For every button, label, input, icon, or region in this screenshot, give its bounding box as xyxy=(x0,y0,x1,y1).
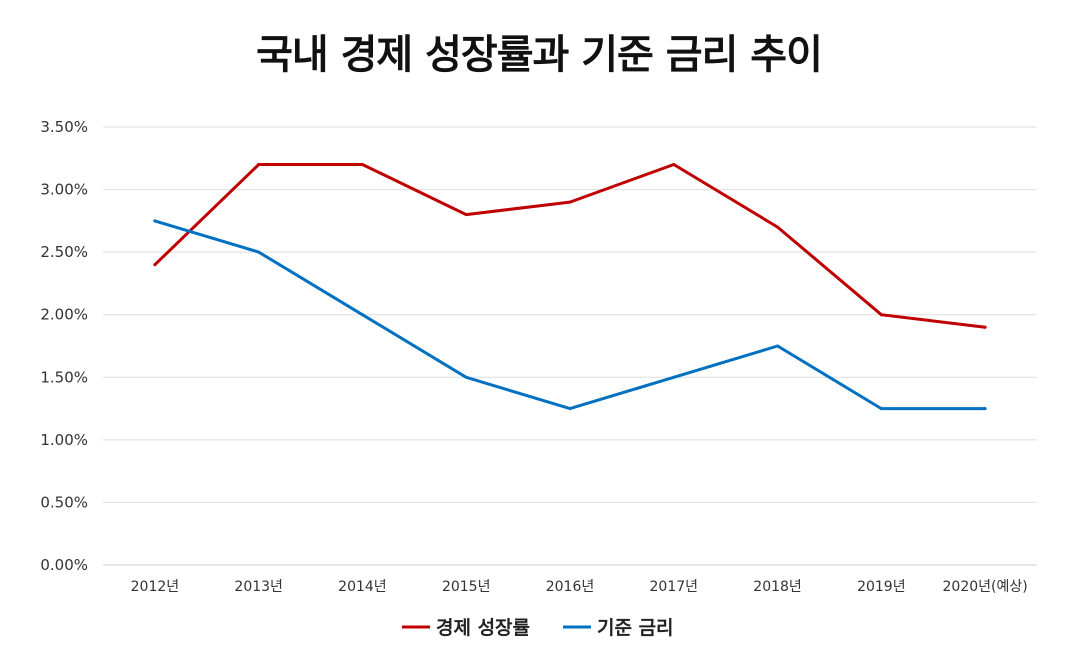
data-point xyxy=(776,225,780,229)
data-point xyxy=(360,163,364,167)
x-tick-label: 2020년(예상) xyxy=(943,579,1028,595)
data-point xyxy=(672,163,676,167)
data-point xyxy=(879,313,883,317)
data-point xyxy=(568,407,572,411)
x-tick-label: 2018년 xyxy=(753,579,802,595)
data-point xyxy=(153,219,157,223)
data-point xyxy=(879,407,883,411)
legend-label-1: 경제 성장률 xyxy=(436,617,530,639)
data-point xyxy=(776,344,780,348)
series-line-1 xyxy=(153,163,987,329)
data-point xyxy=(257,163,261,167)
gridlines xyxy=(103,126,1037,566)
data-point xyxy=(360,313,364,317)
data-point xyxy=(153,263,157,267)
data-point xyxy=(983,325,987,329)
y-tick-label: 3.50% xyxy=(40,118,88,136)
y-tick-label: 1.50% xyxy=(40,368,88,386)
x-tick-label: 2015년 xyxy=(442,579,491,595)
y-tick-label: 2.00% xyxy=(40,306,88,324)
x-tick-label: 2016년 xyxy=(546,579,595,595)
x-tick-label: 2019년 xyxy=(857,579,906,595)
chart-title: 국내 경제 성장률과 기준 금리 추이 xyxy=(256,32,823,78)
y-tick-label: 0.00% xyxy=(40,556,88,574)
legend: 경제 성장률 기준 금리 xyxy=(402,617,674,639)
y-tick-label: 3.00% xyxy=(40,181,88,199)
data-point xyxy=(672,375,676,379)
x-axis-ticks: 2012년 2013년 2014년 2015년 2016년 2017년 2018년 2019년… xyxy=(131,579,1028,595)
series-lines xyxy=(153,163,987,411)
y-tick-label: 2.50% xyxy=(40,243,88,261)
x-tick-label: 2012년 xyxy=(131,579,180,595)
data-point xyxy=(464,375,468,379)
data-point xyxy=(983,407,987,411)
x-tick-label: 2014년 xyxy=(338,579,387,595)
data-point xyxy=(464,213,468,217)
y-tick-label: 1.00% xyxy=(40,431,88,449)
x-tick-label: 2017년 xyxy=(650,579,699,595)
y-tick-label: 0.50% xyxy=(40,493,88,511)
data-point xyxy=(257,250,261,254)
x-tick-label: 2013년 xyxy=(234,579,283,595)
legend-label-2: 기준 금리 xyxy=(597,617,674,639)
y-axis-ticks: 0.00% 0.50% 1.00% 1.50% 2.00% 2.50% 3.00% 3.50% xyxy=(40,118,88,574)
data-point xyxy=(568,200,572,204)
